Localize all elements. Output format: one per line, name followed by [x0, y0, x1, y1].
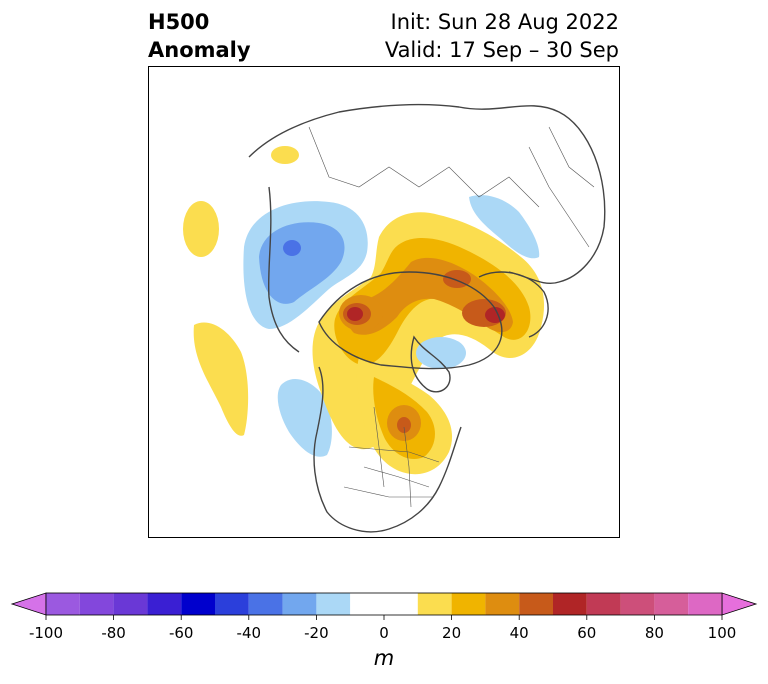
colorbar-bin [215, 593, 249, 615]
colorbar-tick-label: 0 [379, 624, 389, 642]
colorbar-bin [586, 593, 621, 615]
colorbar-tick-label: -20 [304, 624, 329, 642]
forecast-dates: Init: Sun 28 Aug 2022 Valid: 17 Sep – 30… [385, 8, 619, 64]
coastline-north-america [313, 366, 462, 533]
country-borders [308, 126, 595, 508]
negative-anomaly-north-atlantic [416, 337, 466, 369]
colorbar-bin [553, 593, 587, 615]
colorbar-bin [181, 593, 215, 615]
title-variable: H500 [148, 10, 210, 34]
coastline-asia-east [267, 186, 300, 353]
colorbar-bin [248, 593, 283, 615]
positive-anomaly-north-pacific [193, 322, 249, 436]
colorbar-tick-label: 100 [707, 624, 737, 642]
polar-stereographic-map [148, 66, 620, 538]
colorbar-tick-label: 20 [442, 624, 462, 642]
colorbar-bin [417, 593, 452, 615]
colorbar-extend-min [10, 592, 47, 616]
colorbar-tick-label: 60 [577, 624, 597, 642]
colorbar-bin [485, 593, 520, 615]
negative-anomaly-europe [469, 195, 540, 259]
colorbar-bin [79, 593, 114, 615]
coastline-greenland [410, 335, 451, 393]
colorbar-bin [654, 593, 689, 615]
coastline-arctic-ring [318, 271, 503, 370]
coastlines [248, 103, 606, 533]
init-date: Init: Sun 28 Aug 2022 [390, 10, 619, 34]
map-title: H500 Anomaly [148, 8, 251, 64]
colorbar-bin [451, 593, 486, 615]
colorbar-bin [620, 593, 655, 615]
colorbar-bin [350, 593, 418, 615]
anomaly-shading [183, 146, 545, 475]
colorbar-bin [147, 593, 182, 615]
negative-anomaly-gulf-of-alaska [277, 378, 332, 457]
colorbar-tick-label: 40 [509, 624, 529, 642]
coastline-asia [248, 103, 606, 284]
positive-anomaly-east-siberia [271, 146, 299, 164]
colorbar-bin [316, 593, 351, 615]
colorbar-tick-label: 80 [644, 624, 664, 642]
coastline-europe [478, 271, 549, 338]
colorbar-extend-max [721, 592, 758, 616]
colorbar-unit-label: m [373, 646, 395, 670]
colorbar-bin [113, 593, 148, 615]
map-canvas [183, 103, 606, 533]
positive-anomaly-west-pacific [183, 201, 219, 257]
colorbar-bin [46, 593, 80, 615]
valid-period: Valid: 17 Sep – 30 Sep [384, 38, 619, 62]
title-field-type: Anomaly [148, 38, 251, 62]
colorbar-tick-label: -60 [168, 624, 194, 642]
colorbar-tick-label: -40 [236, 624, 262, 642]
colorbar-bin [282, 593, 317, 615]
colorbar-tick-label: -80 [101, 624, 126, 642]
colorbar-tick-label: -100 [28, 624, 64, 642]
colorbar [10, 592, 758, 620]
colorbar-bin [688, 593, 722, 615]
colorbar-bin [519, 593, 553, 615]
